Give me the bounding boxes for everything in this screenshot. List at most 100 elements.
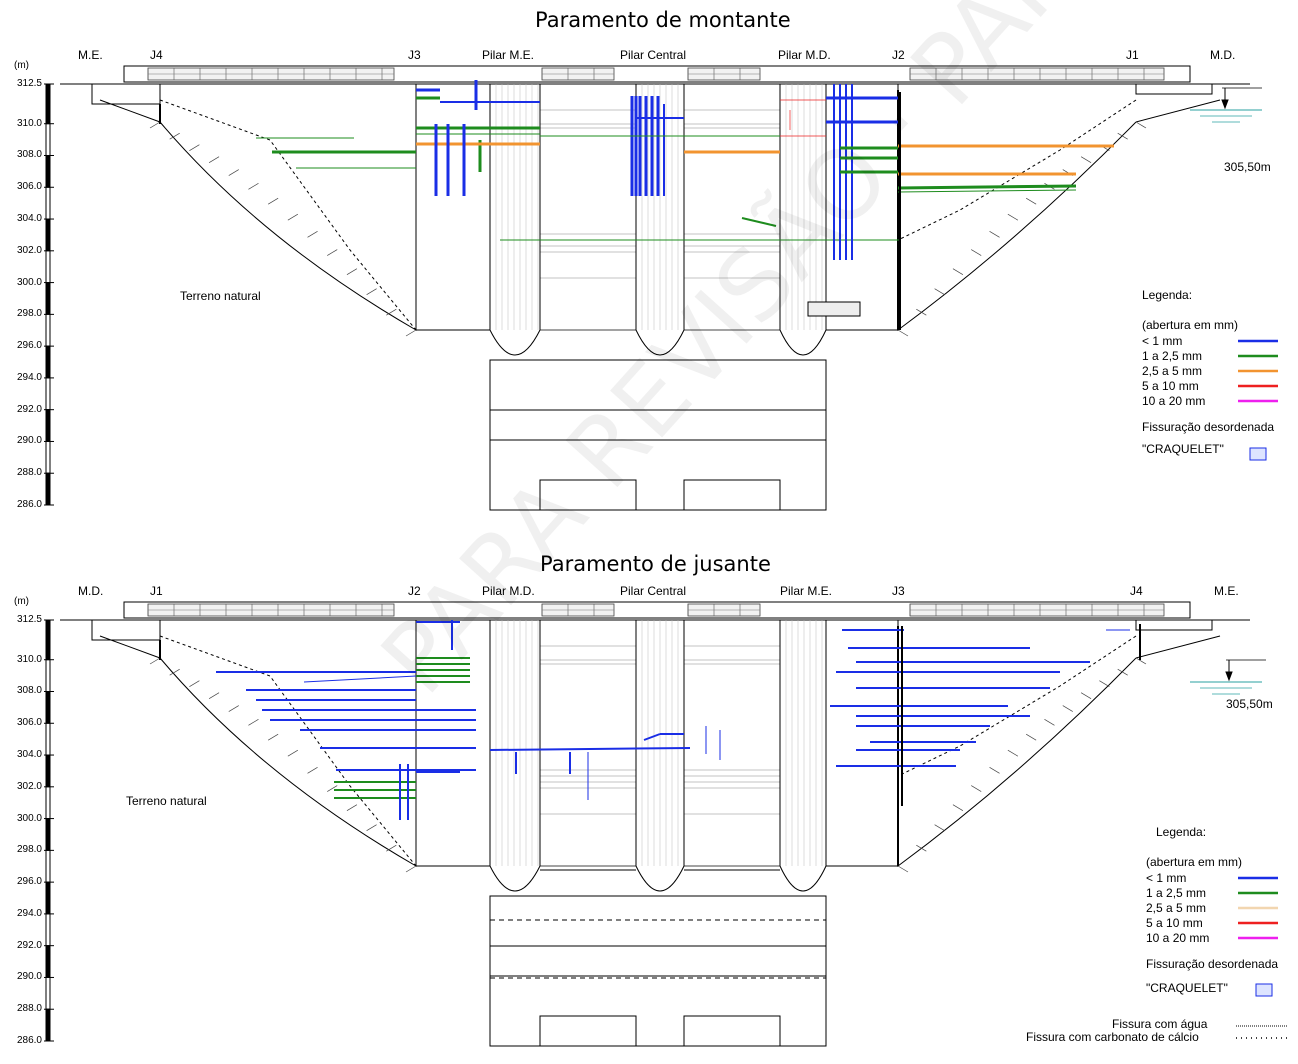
axis-segment <box>45 313 51 347</box>
axis-segment <box>45 440 51 474</box>
label-me-2: M.E. <box>1214 584 1239 598</box>
axis-segment <box>45 186 51 220</box>
legend-item-5-10: 5 a 10 mm <box>1142 379 1199 393</box>
terrain-right-top <box>1135 635 1221 659</box>
label-pilar-md: Pilar M.D. <box>778 48 831 62</box>
y-tick-label: 290.0 <box>16 971 42 983</box>
left-abutment <box>91 84 161 105</box>
y-tick-label: 298.0 <box>16 308 42 320</box>
terrain-hatch <box>405 329 417 337</box>
terrain-hatch <box>1044 718 1055 726</box>
y-tick-label: 302.0 <box>16 244 42 256</box>
y-tick-label: 306.0 <box>16 717 42 729</box>
terrain-hatch <box>228 705 239 712</box>
legend-item-1-25: 1 a 2,5 mm <box>1142 349 1203 363</box>
water-arrow <box>1221 99 1229 110</box>
y-tick-label: 300.0 <box>16 276 42 288</box>
terrain-hatch <box>897 329 909 337</box>
right-abutment <box>1135 620 1213 631</box>
axis-segment <box>45 83 51 125</box>
terrain-hatch <box>1007 213 1019 221</box>
y-tick-label: 302.0 <box>16 780 42 792</box>
legend-title: Legenda: <box>1142 288 1193 302</box>
terrain-hatch <box>228 169 239 176</box>
terrain-right-top <box>1135 99 1221 123</box>
axis-unit-montante: (m) <box>14 60 29 71</box>
y-tick-label: 288.0 <box>16 1003 42 1015</box>
terrain-left-top <box>99 99 161 123</box>
crack-blue <box>489 747 691 751</box>
label-j1-2: J1 <box>150 584 163 598</box>
terrain-hatch <box>307 766 318 774</box>
legend-item-lt1: < 1 mm <box>1142 334 1183 348</box>
terrain-hatch <box>149 657 161 665</box>
terrain-hatch <box>366 824 377 832</box>
label-j2-2: J2 <box>408 584 421 598</box>
terrain-label-montante: Terreno natural <box>180 289 261 303</box>
axis-segment <box>45 619 51 661</box>
terrain-hatch <box>1025 197 1037 205</box>
label-j4-2: J4 <box>1130 584 1143 598</box>
terrain-hatch <box>149 121 161 129</box>
legend-item-10-20: 10 a 20 mm <box>1142 394 1206 408</box>
craquelet-symbol <box>1249 447 1267 461</box>
y-tick-label: 286.0 <box>16 499 42 510</box>
legend-item-1-25-2: 1 a 2,5 mm <box>1146 886 1207 900</box>
crack-green <box>897 184 1077 190</box>
legend-montante: Legenda: (abertura em mm) < 1 mm 1 a 2,5… <box>1142 288 1292 468</box>
terrain-hatch <box>1135 657 1147 665</box>
label-me: M.E. <box>78 48 103 62</box>
y-tick-label: 286.0 <box>16 1035 42 1046</box>
label-j1: J1 <box>1126 48 1139 62</box>
y-tick-label: 312.5 <box>16 614 42 625</box>
wall-panel-mid2 <box>683 83 781 331</box>
panel-title-jusante: Paramento de jusante <box>540 552 771 576</box>
y-tick-label: 304.0 <box>16 749 42 761</box>
terrain-hatch <box>405 865 417 873</box>
terrain-hatch <box>208 156 220 164</box>
terrain-hatch <box>248 182 259 190</box>
y-tick-label: 300.0 <box>16 812 42 824</box>
terrain-hatch <box>307 230 318 238</box>
label-md: M.D. <box>1210 48 1236 62</box>
terrain-hatch <box>971 785 982 792</box>
label-j3: J3 <box>408 48 421 62</box>
terrain-hatch <box>386 308 397 316</box>
terrain-hatch <box>989 230 1000 238</box>
label-pilar-me: Pilar M.E. <box>482 48 535 62</box>
terrain-hatch <box>934 288 945 296</box>
foundation-notch <box>683 1015 781 1047</box>
label-j4: J4 <box>150 48 163 62</box>
label-pilar-me-2: Pilar M.E. <box>780 584 833 598</box>
legend-subtitle-2: (abertura em mm) <box>1146 855 1243 869</box>
axis-segment <box>45 976 51 1010</box>
label-md-2: M.D. <box>78 584 104 598</box>
y-tick-label: 304.0 <box>16 213 42 225</box>
terrain-hatch <box>287 749 299 757</box>
axis-segment <box>45 123 51 156</box>
y-tick-label: 288.0 <box>16 467 42 479</box>
y-tick-label: 298.0 <box>16 844 42 856</box>
terrain-hatch <box>189 144 200 152</box>
label-j2: J2 <box>892 48 905 62</box>
terrain-hatch <box>346 268 358 276</box>
pier-md <box>779 619 827 892</box>
terrain-hatch <box>1080 692 1092 700</box>
terrain-hatch <box>1117 668 1128 676</box>
water-level-jusante: 305,50m <box>1226 697 1273 711</box>
terrain-hatch <box>366 288 377 296</box>
terrain-left-top <box>99 635 161 659</box>
pier-md <box>779 83 827 356</box>
legend-craquelet-label: "CRAQUELET" <box>1142 442 1224 456</box>
water-level-montante: 305,50m <box>1224 160 1271 174</box>
terrain-hatch <box>916 844 927 852</box>
y-tick-label: 310.0 <box>16 117 42 129</box>
axis-segment <box>45 754 51 788</box>
legend-item-10-20-2: 10 a 20 mm <box>1146 931 1210 945</box>
terrain-hatch <box>952 804 964 812</box>
y-tick-label: 308.0 <box>16 685 42 697</box>
terrain-hatch <box>248 718 259 726</box>
y-tick-label: 296.0 <box>16 876 42 888</box>
foundation-notch <box>683 479 781 511</box>
